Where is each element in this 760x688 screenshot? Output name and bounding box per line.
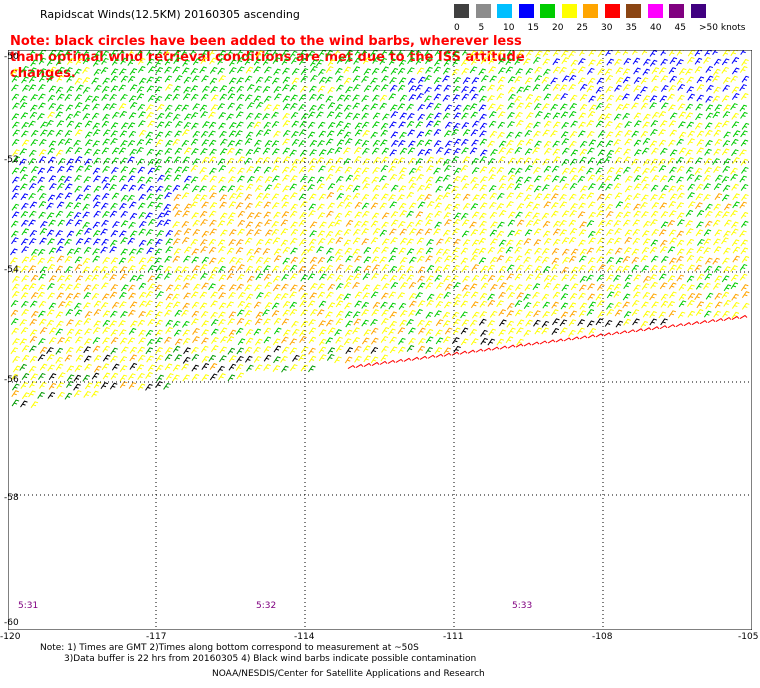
legend-swatch [647,4,663,18]
legend-label: 30 [601,23,613,33]
legend-label: 10 [503,23,515,33]
footnote-line1: Note: 1) Times are GMT 2)Times along bot… [40,643,419,653]
legend-swatch [604,4,620,18]
credit-line: NOAA/NESDIS/Center for Satellite Applica… [212,669,485,679]
map-title: Rapidscat Winds(12.5KM) 20160305 ascendi… [40,8,300,21]
wind-barb-map [8,50,752,630]
lat-lon-grid [8,50,752,630]
longitude-label: -120 [0,632,21,642]
attitude-note: Note: black circles have been added to t… [10,34,525,81]
legend-swatch [626,4,641,18]
legend-label: 40 [650,23,662,33]
latitude-label: -54 [4,265,19,275]
longitude-label: -117 [146,632,167,642]
legend-swatch [454,4,469,18]
legend-swatch [540,4,555,18]
legend-swatch [690,4,706,18]
legend-label: 45 [674,23,686,33]
longitude-label: -108 [592,632,613,642]
latitude-label: -50 [4,52,19,62]
legend-label: 15 [527,23,539,33]
legend-swatch [561,4,577,18]
legend-label: 35 [625,23,637,33]
legend-label: 5 [478,23,485,33]
longitude-label: -114 [294,632,315,642]
footnote-line2: 3)Data buffer is 22 hrs from 20160305 4)… [64,654,477,664]
legend-label: 25 [576,23,588,33]
legend-swatch [583,4,598,18]
latitude-label: -60 [4,618,19,628]
legend-label: 20 [552,23,564,33]
time-label: 5:33 [512,601,533,611]
legend-label: 0 [454,23,460,33]
legend-label: >50 knots [699,23,746,33]
latitude-label: -58 [4,493,19,503]
time-label: 5:31 [18,601,39,611]
legend-swatch [669,4,684,18]
time-label: 5:32 [256,601,277,611]
legend-swatch [518,4,534,18]
longitude-label: -105 [738,632,759,642]
legend-swatch [497,4,512,18]
latitude-label: -56 [4,375,19,385]
legend-swatch [475,4,491,18]
latitude-label: -52 [4,155,19,165]
wind-barb-field [10,50,750,409]
longitude-label: -111 [443,632,464,642]
